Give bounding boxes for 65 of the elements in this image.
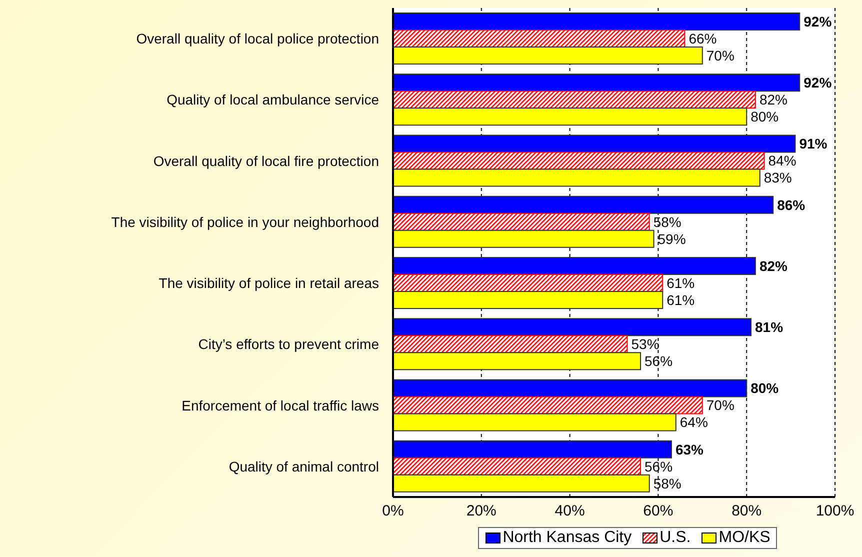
- bar: [393, 474, 650, 492]
- bar: [393, 168, 760, 187]
- bar: [393, 90, 756, 109]
- bar: [393, 134, 796, 153]
- data-label: 82%: [759, 258, 788, 274]
- data-label: 82%: [759, 92, 788, 108]
- bar: [393, 457, 642, 476]
- bar: [393, 379, 748, 398]
- bar: [393, 108, 748, 126]
- y-tick-label: The visibility of police in your neighborhood: [111, 214, 379, 230]
- y-tick-label: Quality of animal control: [228, 458, 379, 474]
- bar: [393, 152, 765, 170]
- y-tick-label: City’s efforts to prevent crime: [198, 336, 380, 352]
- x-tick-label: 60%: [643, 502, 674, 520]
- data-label: 80%: [750, 108, 779, 125]
- bar: [393, 257, 756, 275]
- legend-label: North Kansas City: [502, 529, 632, 547]
- bar: [393, 30, 686, 48]
- bar: [393, 46, 703, 64]
- data-label: 81%: [755, 319, 784, 336]
- data-label: 91%: [799, 136, 828, 152]
- bar: [393, 318, 752, 336]
- data-label: 64%: [680, 414, 708, 430]
- bar: [393, 413, 676, 432]
- bar: [393, 291, 664, 309]
- bar: [393, 212, 650, 231]
- data-label: 56%: [644, 353, 673, 370]
- bar: [393, 230, 654, 248]
- data-label: 58%: [653, 475, 682, 492]
- data-label: 92%: [804, 13, 832, 30]
- data-label: 53%: [631, 336, 660, 352]
- data-label: 84%: [768, 152, 796, 169]
- data-label: 83%: [764, 170, 792, 186]
- bar: [393, 396, 703, 414]
- x-tick-label: 100%: [816, 502, 854, 520]
- data-label: 58%: [653, 214, 682, 230]
- data-label: 80%: [750, 380, 780, 396]
- data-label: 61%: [666, 274, 695, 291]
- bar: [393, 196, 774, 214]
- x-tick-label: 20%: [466, 502, 496, 520]
- data-label: 86%: [777, 196, 806, 213]
- y-tick-label: Quality of local ambulance service: [166, 92, 380, 108]
- bar: [393, 274, 664, 292]
- x-tick-label: 80%: [732, 502, 762, 520]
- x-tick-label: 40%: [554, 502, 585, 520]
- data-label: 66%: [688, 30, 717, 46]
- bar: [393, 74, 800, 92]
- y-tick-label: Enforcement of local traffic laws: [182, 397, 379, 414]
- legend-label: MO/KS: [718, 529, 770, 547]
- data-label: 70%: [706, 47, 734, 64]
- data-label: 92%: [804, 74, 832, 91]
- bar: [393, 12, 800, 30]
- data-label: 59%: [658, 230, 686, 247]
- bar: [393, 440, 672, 458]
- legend-label: U.S.: [658, 529, 691, 547]
- x-tick-label: 0%: [382, 502, 404, 520]
- bar: [393, 352, 642, 370]
- bar: [393, 335, 628, 354]
- y-tick-label: Overall quality of local fire protection: [153, 152, 379, 169]
- data-label: 63%: [675, 441, 704, 458]
- data-label: 61%: [666, 292, 695, 308]
- y-tick-label: The visibility of police in retail areas: [158, 275, 379, 292]
- data-label: 70%: [706, 397, 734, 414]
- data-label: 56%: [644, 458, 673, 474]
- y-tick-label: Overall quality of local police protection: [136, 30, 379, 47]
